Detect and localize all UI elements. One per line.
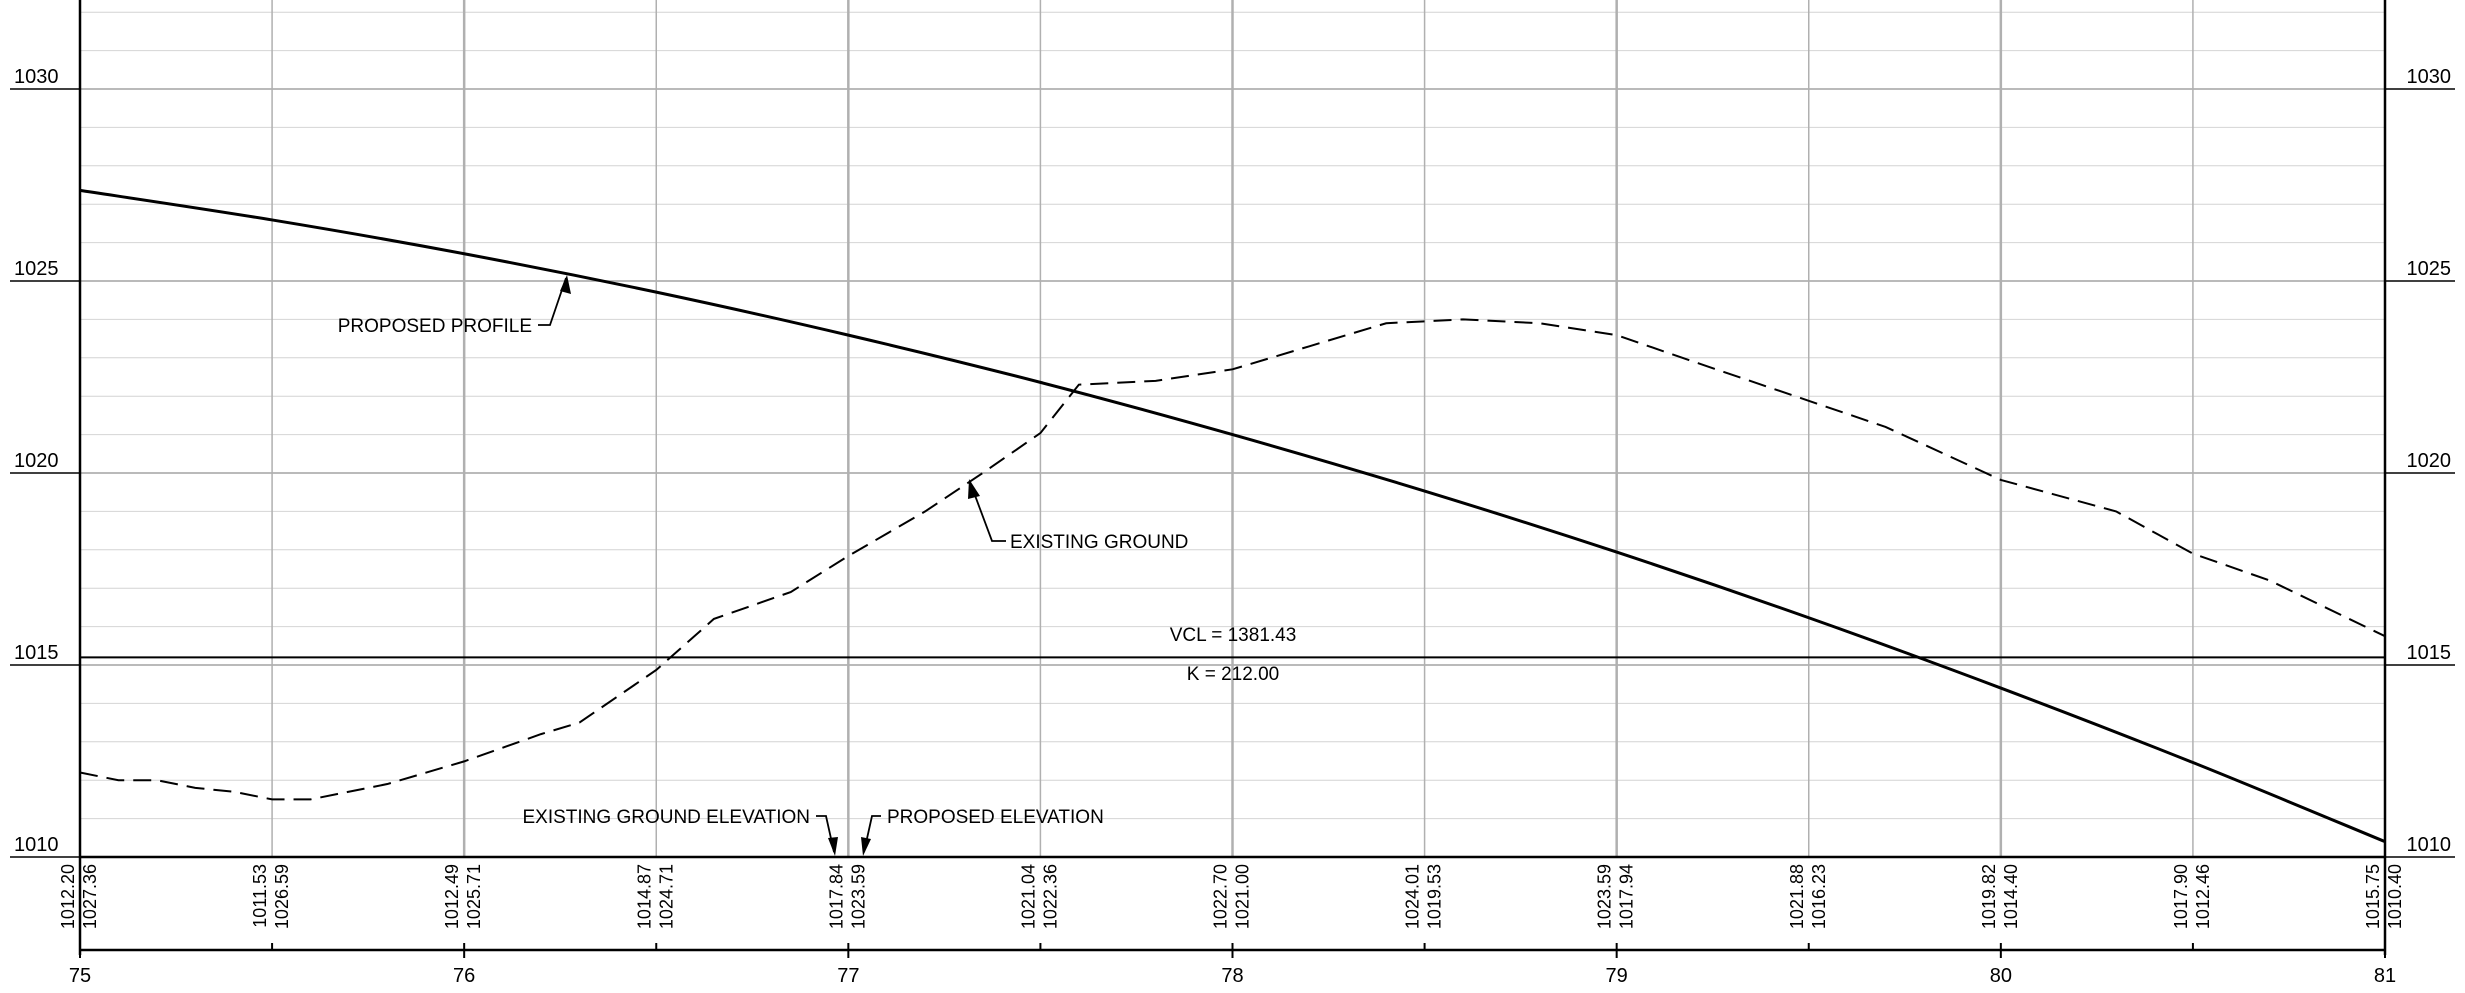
- station-label: 79: [1606, 965, 1628, 987]
- elevation-label-right: 1015: [2407, 642, 2452, 664]
- existing-elevation-value: 1017.84: [826, 864, 846, 929]
- elevation-label-right: 1020: [2407, 450, 2452, 472]
- existing-elevation-value: 1022.70: [1211, 864, 1231, 929]
- proposed-elevation-value: 1017.94: [1617, 864, 1637, 929]
- elevation-table: 1012.20 1027.36 1011.53 1026.59 1012.49 1025.…: [58, 864, 2405, 929]
- station-label: 80: [1990, 965, 2012, 987]
- existing-elevation-value: 1021.04: [1018, 864, 1038, 929]
- proposed-elevation-value: 1022.36: [1040, 864, 1060, 929]
- existing-elevation-value: 1012.20: [58, 864, 78, 929]
- elevation-label-left: 1015: [14, 642, 59, 664]
- proposed-elevation-value: 1026.59: [272, 864, 292, 929]
- existing-ground-arrowhead: [968, 479, 980, 499]
- existing-elevation-value: 1023.59: [1595, 864, 1615, 929]
- existing-elevation-arrowhead: [828, 837, 838, 856]
- callouts: PROPOSED PROFILE EXISTING GROUND VCL = 138…: [338, 275, 1297, 856]
- existing-elevation-value: 1011.53: [250, 864, 270, 928]
- proposed-elevation-value: 1025.71: [464, 864, 484, 929]
- proposed-elevation-value: 1024.71: [656, 864, 676, 929]
- elevation-label-left: 1030: [14, 66, 59, 88]
- station-label: 78: [1221, 965, 1243, 987]
- proposed-profile-callout: PROPOSED PROFILE: [338, 316, 532, 337]
- existing-ground-callout: EXISTING GROUND: [1010, 532, 1188, 553]
- existing-elevation-leader: [816, 816, 834, 852]
- elevation-label-left: 1025: [14, 258, 59, 280]
- elevation-label-right: 1025: [2407, 258, 2452, 280]
- major-grid: [80, 0, 2385, 857]
- existing-elevation-value: 1021.88: [1787, 864, 1807, 929]
- elevation-label-right: 1030: [2407, 66, 2452, 88]
- proposed-elevation-value: 1019.53: [1425, 864, 1445, 929]
- proposed-elevation-value: 1027.36: [80, 864, 100, 929]
- vcl-label: VCL = 1381.43: [1170, 625, 1297, 646]
- existing-elevation-value: 1012.49: [442, 864, 462, 929]
- existing-elevation-value: 1015.75: [2363, 864, 2383, 929]
- k-value-label: K = 212.00: [1187, 664, 1279, 685]
- elevation-label-right: 1010: [2407, 834, 2452, 856]
- elevation-label-left: 1010: [14, 834, 59, 856]
- existing-elevation-value: 1024.01: [1403, 864, 1423, 929]
- proposed-elevation-arrowhead: [861, 837, 871, 856]
- station-label: 76: [453, 965, 475, 987]
- proposed-elevation-value: 1016.23: [1809, 864, 1829, 929]
- proposed-elevation-callout: PROPOSED ELEVATION: [887, 807, 1104, 828]
- proposed-profile-leader: [538, 278, 566, 325]
- proposed-elevation-value: 1010.40: [2385, 864, 2405, 929]
- existing-elevation-value: 1014.87: [634, 864, 654, 929]
- station-label: 77: [837, 965, 859, 987]
- station-label: 81: [2374, 965, 2396, 987]
- existing-ground-elevation-callout: EXISTING GROUND ELEVATION: [522, 807, 810, 828]
- proposed-elevation-value: 1021.00: [1233, 864, 1253, 929]
- proposed-elevation-value: 1012.46: [2193, 864, 2213, 929]
- existing-elevation-value: 1017.90: [2171, 864, 2191, 929]
- existing-elevation-value: 1019.82: [1979, 864, 1999, 929]
- elevation-label-left: 1020: [14, 450, 59, 472]
- station-label: 75: [69, 965, 91, 987]
- proposed-elevation-value: 1014.40: [2001, 864, 2021, 929]
- proposed-elevation-value: 1023.59: [848, 864, 868, 929]
